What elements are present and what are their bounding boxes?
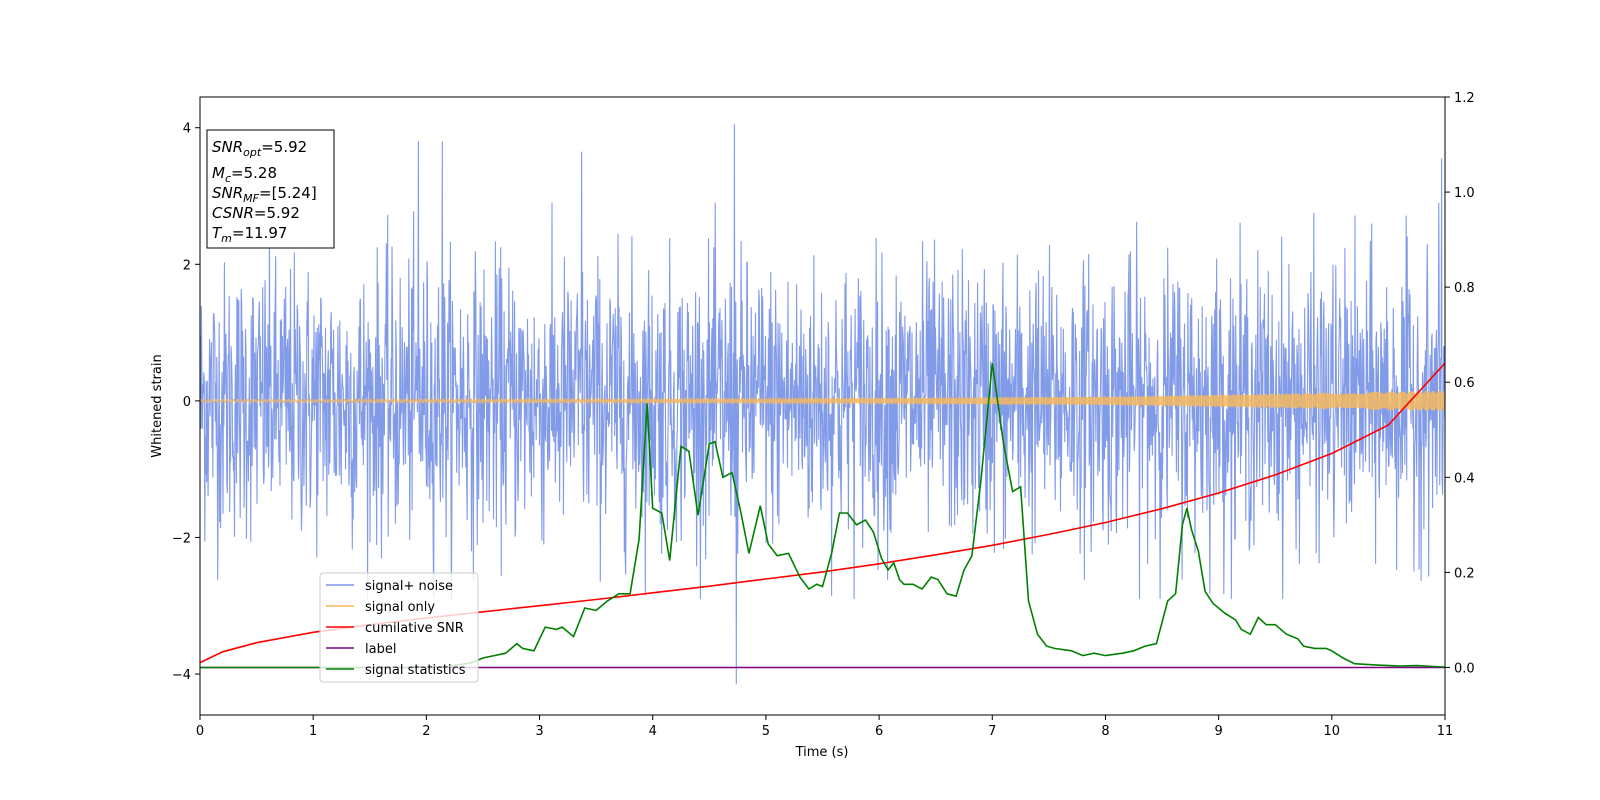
y-tick-label: 2	[183, 258, 191, 273]
legend-label-signal-noise: signal+ noise	[365, 579, 453, 594]
y2-tick-label: 0.2	[1454, 566, 1475, 581]
series-signal-noise	[200, 124, 1445, 685]
x-tick-label: 9	[1214, 724, 1222, 739]
annotation-csnr: CSNR=5.92	[212, 204, 300, 222]
x-tick-label: 6	[875, 724, 883, 739]
y-tick-label: 4	[183, 122, 191, 137]
x-tick-label: 2	[422, 724, 430, 739]
y-axis-right: 0.0 0.2 0.4 0.6 0.8 1.0 1.2	[1445, 91, 1475, 676]
y-tick-label: −2	[172, 531, 191, 546]
legend-label-signal-only: signal only	[365, 600, 435, 615]
x-tick-label: 8	[1101, 724, 1109, 739]
legend: signal+ noise signal only cumilative SNR…	[319, 572, 479, 683]
x-tick-label: 7	[988, 724, 996, 739]
y-axis-label: Whitened strain	[150, 354, 165, 457]
legend-label-cumulative-snr: cumilative SNR	[365, 621, 464, 636]
noise-trace	[200, 124, 1445, 685]
legend-frame	[319, 572, 479, 683]
y2-tick-label: 0.4	[1454, 471, 1475, 486]
annotation-mc: Mc=5.28	[212, 164, 277, 185]
annotation-tm: Tm=11.97	[212, 224, 287, 245]
series-signal-statistics	[200, 363, 1445, 669]
x-tick-label: 11	[1437, 724, 1454, 739]
x-tick-label: 1	[309, 724, 317, 739]
legend-label-label: label	[365, 642, 396, 657]
y-tick-label: 0	[183, 395, 191, 410]
y-axis-left: −4 −2 0 2 4	[172, 122, 200, 683]
annotation-frame	[206, 129, 335, 249]
legend-label-signal-statistics: signal statistics	[365, 663, 466, 678]
signal-trace	[200, 390, 1445, 412]
x-tick-label: 5	[762, 724, 770, 739]
y2-tick-label: 1.2	[1454, 91, 1475, 106]
stats-annotation-box: SNRopt=5.92 Mc=5.28 SNRMF=[5.24] CSNR=5.…	[206, 129, 335, 249]
y-tick-label: −4	[172, 668, 191, 683]
series-signal-only	[200, 390, 1445, 412]
x-tick-label: 0	[196, 724, 204, 739]
x-axis: 0 1 2 3 4 5 6 7 8 9 10 11	[196, 715, 1453, 739]
annotation-snr-opt: SNRopt=5.92	[212, 138, 307, 159]
x-tick-label: 4	[649, 724, 657, 739]
plot-frame	[199, 96, 1446, 716]
y2-tick-label: 1.0	[1454, 186, 1475, 201]
x-tick-label: 10	[1324, 724, 1341, 739]
y2-tick-label: 0.0	[1454, 661, 1475, 676]
y2-tick-label: 0.6	[1454, 376, 1475, 391]
x-axis-label: Time (s)	[795, 745, 849, 760]
x-tick-label: 3	[535, 724, 543, 739]
y2-tick-label: 0.8	[1454, 281, 1475, 296]
annotation-snr-mf: SNRMF=[5.24]	[212, 184, 317, 205]
